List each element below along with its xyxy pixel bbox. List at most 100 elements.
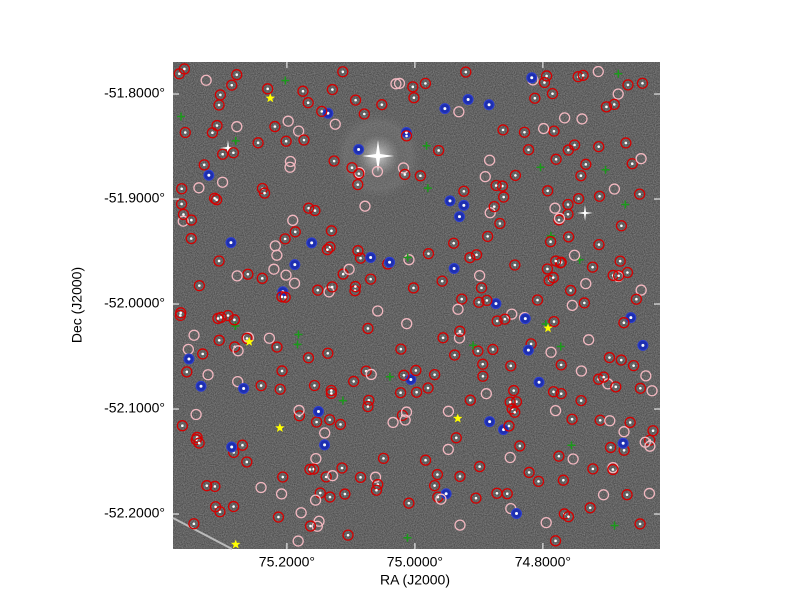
detection-source bbox=[201, 352, 205, 356]
detection-marker bbox=[541, 263, 554, 275]
catalog-marker bbox=[640, 370, 652, 382]
detection-marker bbox=[544, 236, 557, 248]
matched-source bbox=[494, 302, 498, 306]
detection-source bbox=[624, 141, 628, 145]
catalog-marker bbox=[399, 414, 411, 426]
cross-marker bbox=[231, 322, 240, 331]
catalog-marker bbox=[188, 329, 200, 341]
catalog-marker bbox=[397, 162, 410, 174]
detection-source bbox=[185, 370, 189, 374]
matched-source bbox=[310, 241, 314, 245]
catalog-marker bbox=[635, 284, 647, 296]
detection-source bbox=[476, 349, 480, 353]
detection-source bbox=[426, 386, 430, 390]
satellite-trail bbox=[172, 517, 233, 550]
detection-marker bbox=[293, 410, 306, 422]
detection-source bbox=[567, 235, 570, 239]
detection-marker bbox=[464, 394, 476, 406]
catalog-marker bbox=[403, 254, 415, 266]
detection-marker bbox=[572, 192, 585, 205]
detection-source bbox=[232, 505, 235, 508]
detection-source bbox=[424, 458, 427, 462]
detection-marker bbox=[181, 366, 193, 378]
detection-marker bbox=[477, 370, 489, 382]
detection-source bbox=[178, 72, 181, 76]
detection-source bbox=[609, 446, 612, 449]
detection-marker bbox=[410, 386, 423, 398]
detection-marker bbox=[209, 501, 222, 513]
cross-marker bbox=[610, 521, 619, 530]
detection-source bbox=[414, 369, 418, 372]
matched-source bbox=[526, 348, 530, 352]
detection-source bbox=[477, 300, 481, 304]
y-axis-label: Dec (J2000) bbox=[69, 267, 85, 343]
detection-source bbox=[263, 191, 266, 195]
x-tick-label: 75.2000° bbox=[259, 554, 315, 570]
detection-marker bbox=[622, 79, 634, 91]
detection-marker bbox=[647, 425, 659, 437]
cross-marker bbox=[294, 330, 303, 339]
detection-source bbox=[359, 256, 362, 260]
detection-marker bbox=[309, 204, 321, 217]
detection-marker bbox=[542, 185, 554, 197]
detection-marker bbox=[547, 386, 560, 398]
detection-marker bbox=[508, 384, 520, 397]
detection-marker bbox=[456, 293, 468, 305]
detection-marker bbox=[449, 349, 461, 361]
detection-source bbox=[215, 198, 218, 202]
detection-marker bbox=[634, 382, 647, 394]
y-tick-label: -52.1000° bbox=[104, 400, 165, 416]
matched-source bbox=[187, 357, 191, 361]
cross-marker bbox=[536, 163, 545, 172]
detection-marker bbox=[255, 379, 267, 392]
detection-source bbox=[509, 364, 513, 368]
detection-marker bbox=[553, 450, 565, 462]
detection-source bbox=[359, 476, 362, 479]
catalog-marker bbox=[537, 122, 550, 135]
detection-source bbox=[217, 103, 221, 107]
y-tick-label: -51.9000° bbox=[104, 190, 165, 206]
detection-marker bbox=[458, 185, 470, 197]
detection-marker bbox=[280, 135, 292, 147]
detection-source bbox=[266, 87, 269, 91]
detection-marker bbox=[431, 468, 444, 481]
detection-marker bbox=[321, 244, 334, 256]
catalog-marker bbox=[263, 332, 276, 344]
detection-marker bbox=[302, 352, 315, 364]
catalog-marker bbox=[504, 451, 516, 464]
bright-star bbox=[220, 140, 236, 156]
detection-source bbox=[354, 98, 357, 102]
catalog-marker bbox=[483, 154, 496, 166]
catalog-marker bbox=[442, 443, 454, 456]
catalog-marker bbox=[177, 215, 189, 227]
detection-source bbox=[318, 491, 322, 495]
detection-source bbox=[503, 317, 507, 321]
detection-marker bbox=[562, 231, 575, 243]
detection-marker bbox=[408, 92, 420, 104]
detection-marker bbox=[473, 296, 485, 308]
catalog-marker bbox=[284, 161, 296, 173]
detection-source bbox=[641, 81, 644, 85]
catalog-marker bbox=[275, 488, 288, 500]
catalog-marker bbox=[479, 170, 491, 183]
detection-source bbox=[216, 317, 220, 320]
catalog-marker bbox=[313, 515, 325, 527]
detection-source bbox=[625, 493, 629, 497]
catalog-marker bbox=[442, 405, 455, 417]
detection-marker bbox=[349, 280, 362, 293]
detection-marker bbox=[289, 226, 301, 238]
detection-source bbox=[567, 148, 570, 152]
detection-source bbox=[608, 356, 611, 359]
detection-marker bbox=[505, 360, 517, 372]
detection-marker bbox=[175, 307, 187, 319]
detection-marker bbox=[324, 414, 336, 426]
detection-source bbox=[232, 151, 235, 155]
detection-source bbox=[551, 92, 554, 95]
detection-source bbox=[412, 96, 416, 100]
star-point bbox=[231, 539, 241, 549]
detection-source bbox=[635, 297, 638, 301]
detection-source bbox=[581, 74, 585, 77]
detection-marker bbox=[562, 198, 574, 211]
detection-source bbox=[280, 295, 284, 299]
detection-marker bbox=[297, 85, 309, 97]
